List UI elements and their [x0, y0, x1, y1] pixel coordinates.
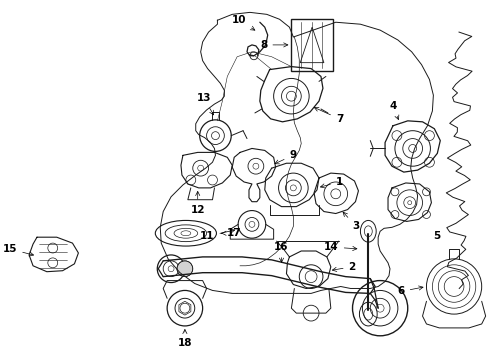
Text: 6: 6	[397, 286, 422, 296]
Text: 9: 9	[274, 150, 296, 164]
Text: 5: 5	[432, 231, 439, 241]
Circle shape	[177, 261, 192, 276]
Text: 1: 1	[320, 177, 342, 188]
Text: 14: 14	[324, 242, 356, 252]
Text: 18: 18	[177, 329, 192, 348]
Text: 2: 2	[332, 262, 355, 272]
Text: 10: 10	[231, 15, 254, 30]
Text: 12: 12	[190, 192, 204, 215]
Text: 17: 17	[221, 228, 242, 238]
Text: 7: 7	[314, 107, 343, 124]
Bar	[291, 19, 332, 71]
Text: 13: 13	[196, 93, 213, 115]
Text: 3: 3	[343, 212, 359, 231]
Text: 16: 16	[274, 242, 288, 262]
Text: 15: 15	[3, 244, 34, 256]
Text: 4: 4	[388, 101, 398, 120]
Text: 8: 8	[260, 40, 287, 50]
Text: 11: 11	[200, 229, 234, 241]
